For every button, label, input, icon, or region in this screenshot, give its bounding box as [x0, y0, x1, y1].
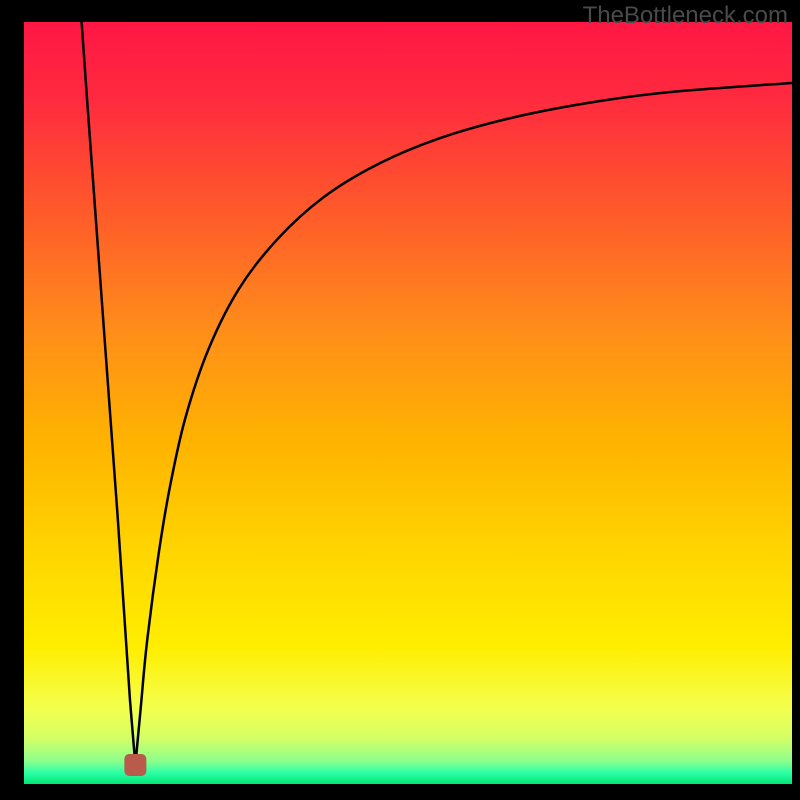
- curve-layer: [24, 22, 792, 784]
- curve-left-branch: [82, 22, 136, 765]
- plot-area: [24, 22, 792, 784]
- curve-right-branch: [135, 83, 792, 765]
- minimum-marker: [124, 754, 146, 776]
- watermark-text: TheBottleneck.com: [583, 2, 788, 30]
- chart-container: TheBottleneck.com: [0, 0, 800, 800]
